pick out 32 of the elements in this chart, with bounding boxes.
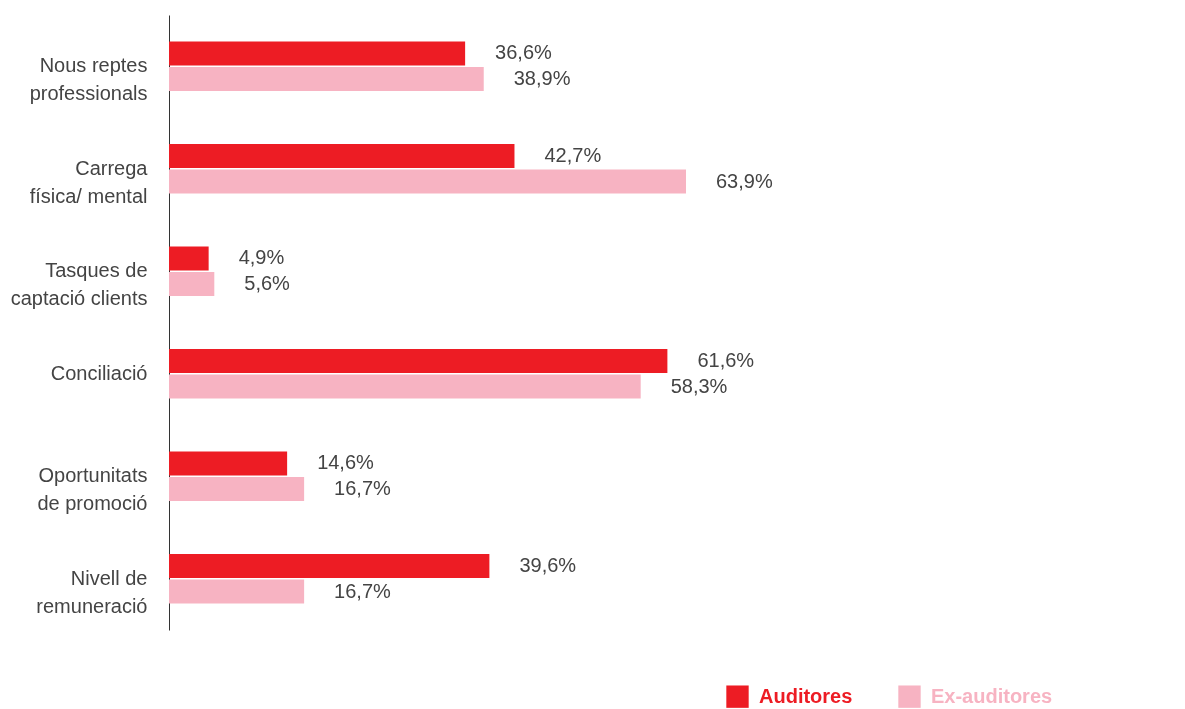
data-label: 16,7% xyxy=(334,579,392,602)
bar xyxy=(169,41,466,66)
y-tick-label: Nous reptes professionals xyxy=(29,54,148,105)
y-tick-label: Nivell de remuneració xyxy=(36,566,148,617)
y-tick-label: Tasques de captació clients xyxy=(10,259,148,310)
bar xyxy=(169,169,686,194)
bar xyxy=(169,67,484,92)
bar xyxy=(169,348,668,373)
data-label: 58,3% xyxy=(670,374,728,397)
bar xyxy=(169,451,288,476)
bar xyxy=(169,477,305,502)
bar xyxy=(169,272,215,297)
data-label: 14,6% xyxy=(317,451,375,474)
bar xyxy=(169,579,305,604)
legend-label: Auditores xyxy=(759,684,853,707)
data-label: 63,9% xyxy=(716,169,773,192)
y-tick-label: Conciliació xyxy=(50,361,148,384)
data-label: 39,6% xyxy=(519,553,577,576)
data-label: 36,6% xyxy=(495,41,553,64)
y-tick-label: Carrega física/ mental xyxy=(29,156,149,207)
bar xyxy=(169,246,209,271)
bar xyxy=(169,374,641,399)
legend-label: Ex-auditores xyxy=(931,684,1053,707)
data-label: 4,9% xyxy=(238,246,285,269)
bar xyxy=(169,143,515,168)
y-tick-label: Oportunitats de promoció xyxy=(37,464,148,515)
data-label: 5,6% xyxy=(244,272,291,295)
data-label: 42,7% xyxy=(544,143,602,166)
data-label: 61,6% xyxy=(697,348,755,371)
data-label: 38,9% xyxy=(513,67,571,90)
data-label: 16,7% xyxy=(334,477,392,500)
bar xyxy=(169,553,490,578)
